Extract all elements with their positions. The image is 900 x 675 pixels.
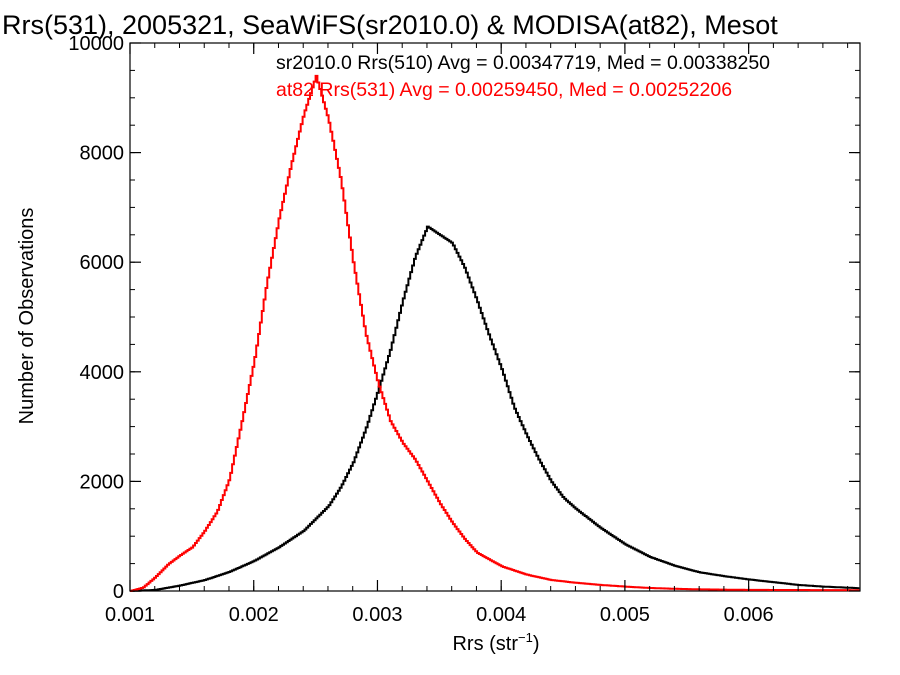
x-tick-label: 0.004 — [476, 604, 526, 626]
legend-entry-at82: at82 Rrs(531) Avg = 0.00259450, Med = 0.… — [276, 79, 732, 101]
y-axis-label: Number of Observations — [16, 208, 38, 425]
x-tick-label: 0.005 — [600, 604, 650, 626]
legend-entry-sr2010: sr2010.0 Rrs(510) Avg = 0.00347719, Med … — [276, 52, 770, 74]
x-tick-label: 0.003 — [352, 604, 402, 626]
y-tick-label: 4000 — [80, 362, 125, 384]
axis-layer: 0.001 0.002 0.003 0.004 0.005 0.006 0 2000 4000 6… — [68, 33, 860, 626]
y-tick-label: 2000 — [80, 471, 125, 493]
x-tick-label: 0.006 — [724, 604, 774, 626]
series-sr2010-histogram — [130, 225, 860, 592]
x-axis-label-close: ) — [533, 633, 540, 655]
series-at82-histogram — [130, 74, 860, 592]
y-tick-label: 10000 — [68, 33, 124, 55]
x-axis-label-main: Rrs (str — [452, 633, 518, 655]
chart-title: Rrs(531), 2005321, SeaWiFS(sr2010.0) & M… — [2, 10, 778, 40]
y-tick-label: 6000 — [80, 252, 125, 274]
plot-area — [129, 42, 861, 592]
plot-frame — [129, 42, 861, 592]
y-tick-label: 8000 — [80, 143, 125, 165]
x-tick-label: 0.002 — [229, 604, 279, 626]
x-tick-label: 0.001 — [105, 604, 155, 626]
x-axis-label: Rrs (str−1) — [452, 630, 539, 655]
y-tick-label: 0 — [113, 581, 124, 603]
x-axis-label-superscript: −1 — [518, 630, 533, 645]
series-layer — [130, 74, 860, 592]
